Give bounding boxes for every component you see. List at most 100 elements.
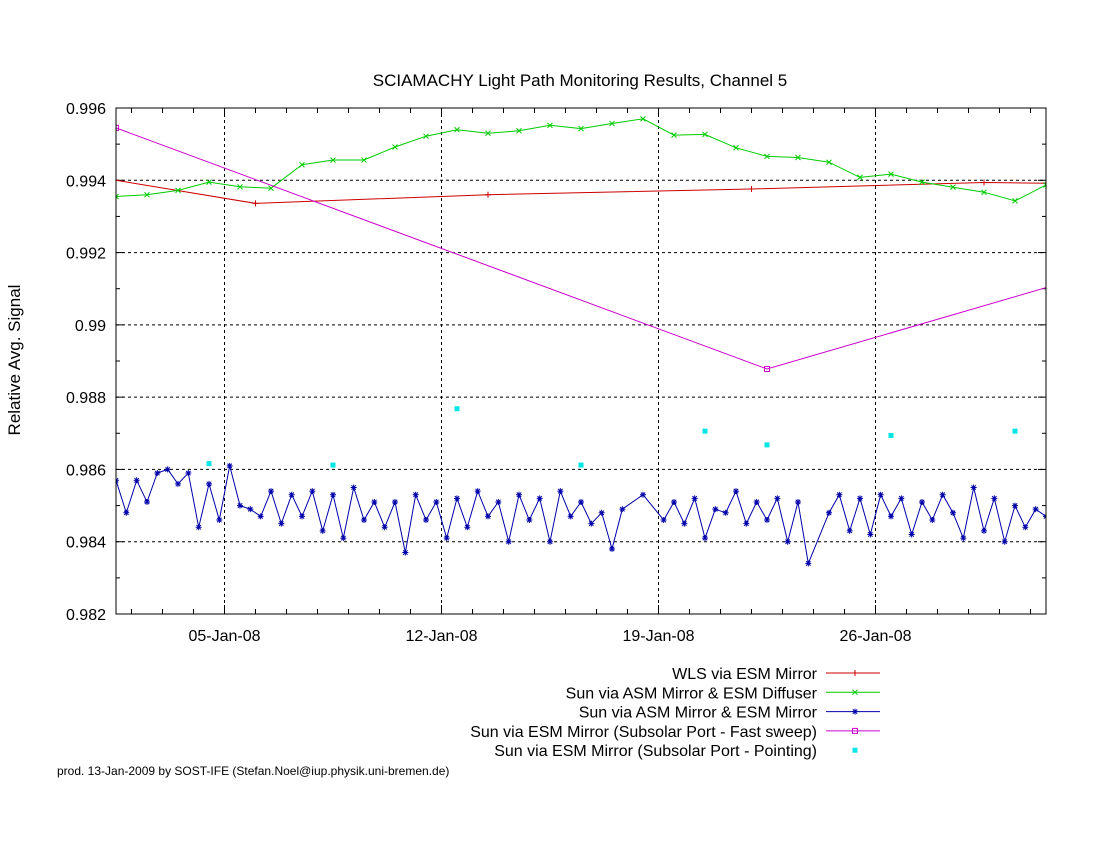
series-3-point <box>929 517 936 524</box>
series-2-point <box>237 183 243 190</box>
series-3-point <box>278 520 285 527</box>
series-4-point <box>116 124 119 131</box>
series-3-point <box>1064 513 1070 519</box>
series-3-point <box>423 517 429 524</box>
series-3-point <box>640 491 646 498</box>
series-2-point <box>485 130 491 137</box>
series-3-point <box>671 498 677 505</box>
series-3-point <box>350 484 357 491</box>
series-3-point <box>175 480 181 487</box>
series-3-point <box>898 495 905 502</box>
series-3-point <box>846 527 853 534</box>
series-2-point <box>175 187 181 194</box>
series-3-point <box>784 538 791 545</box>
axes: 0.982 0.984 0.986 0.988 0.99 0.992 0.994 0.996 0… <box>66 101 1046 645</box>
legend-swatch-marker <box>852 747 858 753</box>
series-3-point <box>805 560 812 567</box>
series-2-point <box>578 125 584 132</box>
series-3-point <box>206 480 212 487</box>
series-2-point <box>733 144 739 151</box>
series-2-point <box>1043 182 1046 188</box>
series-3-point <box>950 509 956 516</box>
series-3-point <box>578 498 584 505</box>
series-1-point <box>981 179 987 186</box>
y-tick-label: 0.99 <box>75 318 106 335</box>
series-2-point <box>116 193 119 200</box>
series-3-point <box>319 527 326 534</box>
series-2 <box>116 115 1046 204</box>
series-3-point <box>485 513 491 520</box>
series-3-point <box>981 527 987 534</box>
series-3-point <box>412 491 419 498</box>
series-3-point <box>144 498 150 505</box>
y-tick-label: 0.992 <box>66 246 106 263</box>
series-2-point <box>919 179 925 185</box>
y-tick-label: 0.984 <box>66 535 106 552</box>
series-3-point <box>753 498 760 505</box>
series-3-point <box>299 513 305 520</box>
series-5-point <box>578 462 584 468</box>
series-3-point <box>237 502 243 509</box>
series-3-point <box>908 531 915 538</box>
series-5-point <box>702 428 708 434</box>
series-3-point <box>247 506 254 513</box>
series-3-point <box>340 535 347 542</box>
series-3-point <box>516 491 522 498</box>
series-3-point <box>764 517 770 524</box>
legend-swatch-marker <box>852 670 858 676</box>
series-3-point <box>826 509 832 516</box>
series-2-point <box>330 157 336 163</box>
series-3-point <box>474 488 481 495</box>
series-1-point <box>748 185 755 192</box>
series-3-point <box>392 498 398 505</box>
series-3-point <box>216 517 223 524</box>
series-3-point <box>970 484 977 491</box>
series-3-point <box>381 524 388 531</box>
series-5-point <box>206 461 212 467</box>
series-3 <box>116 462 1070 567</box>
series-2-point <box>1012 198 1018 204</box>
series-3-point <box>609 545 615 552</box>
series-2-point <box>609 120 615 127</box>
series-5-point <box>330 462 336 468</box>
series-3-point <box>722 509 729 516</box>
series-3-point <box>185 470 192 477</box>
series-5-point <box>454 406 460 412</box>
y-tick-label: 0.996 <box>66 101 106 118</box>
series-3-point <box>402 549 409 556</box>
series-5-point <box>888 432 894 438</box>
series-3-point <box>154 470 161 477</box>
series-3-point <box>268 488 274 495</box>
legend-label: Sun via ASM Mirror & ESM Mirror <box>579 705 818 722</box>
series-3-point <box>795 498 801 505</box>
series-2-point <box>857 174 863 181</box>
series-2-point <box>702 131 708 138</box>
plot-series <box>116 115 1080 567</box>
series-2-point <box>950 184 956 191</box>
series-3-point <box>1032 506 1039 513</box>
y-tick-label: 0.994 <box>66 173 106 190</box>
legend-label: Sun via ESM Mirror (Subsolar Port - Fast… <box>470 724 817 741</box>
series-2-point <box>361 157 367 163</box>
series-3-point <box>1022 524 1029 531</box>
series-4-point <box>1075 276 1080 281</box>
chart-title: SCIAMACHY Light Path Monitoring Results,… <box>373 71 788 90</box>
grid-lines <box>116 108 1046 614</box>
series-3-point <box>464 524 471 531</box>
x-tick-label: 26-Jan-08 <box>839 628 911 645</box>
series-3-point <box>991 495 998 502</box>
series-3-point <box>226 462 233 469</box>
series-2-point <box>671 132 677 138</box>
series-3-point <box>857 495 863 502</box>
series-3-point <box>733 488 739 495</box>
series-2-point <box>299 161 305 168</box>
series-3-point <box>919 498 925 505</box>
series-1 <box>116 177 1046 207</box>
series-1-point <box>485 191 491 198</box>
series-3-line <box>116 465 1046 566</box>
y-tick-label: 0.986 <box>66 462 106 479</box>
series-3-point <box>257 513 264 520</box>
series-2-point <box>454 126 460 133</box>
series-4-line <box>116 127 1046 370</box>
series-3-point <box>536 495 543 502</box>
